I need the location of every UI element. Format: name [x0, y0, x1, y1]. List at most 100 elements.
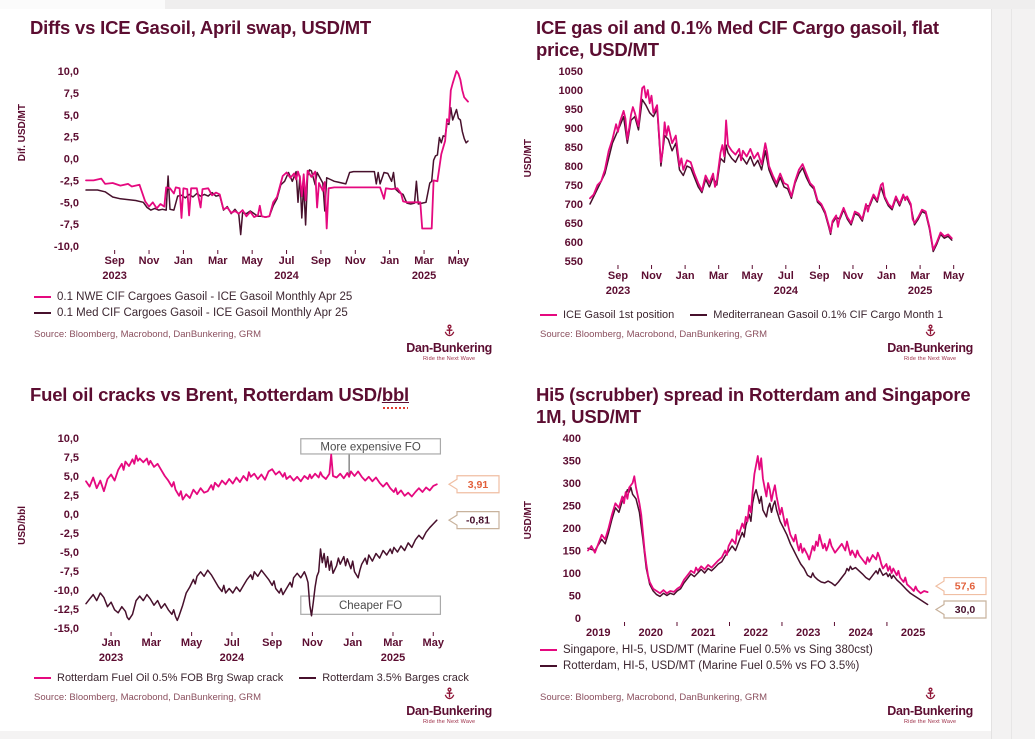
series-line-pink [85, 70, 469, 230]
anchor-icon [444, 324, 454, 337]
y-tick-label: 10,0 [58, 433, 79, 445]
x-year-label: 2023 [102, 270, 126, 282]
legend-line-swatch-dark [34, 312, 51, 314]
x-tick-label: 2021 [691, 627, 715, 639]
x-year-label: 2023 [606, 285, 630, 297]
legend-label: Rotterdam Fuel Oil 0.5% FOB Brg Swap cra… [57, 672, 284, 684]
value-callout [447, 475, 500, 494]
dan-bunkering-logo: Dan-Bunkering Ride the Next Wave [887, 324, 973, 362]
dan-bunkering-logo: Dan-Bunkering Ride the Next Wave [406, 687, 492, 725]
source-text: Source: Bloomberg, Macrobond, DanBunkeri… [540, 329, 768, 340]
legend-item: Rotterdam 3.5% Barges crack [299, 672, 469, 684]
x-tick-label: Jan [380, 255, 399, 267]
x-tick-label: Jul [778, 270, 794, 282]
y-tick-label: 850 [565, 142, 583, 154]
value-callout-label: 30,0 [955, 604, 976, 616]
legend-item: Singapore, HI-5, USD/MT (Marine Fuel 0.5… [540, 644, 873, 656]
x-tick-label: Mar [208, 255, 228, 267]
x-year-label: 2024 [274, 270, 299, 282]
value-callout [447, 511, 500, 530]
logo-name: Dan-Bunkering [406, 704, 492, 718]
legend-line-swatch-dark [540, 665, 557, 667]
x-tick-label: Sep [105, 255, 125, 267]
y-tick-label: 100 [563, 568, 581, 580]
y-tick-label: -5,0 [60, 547, 79, 559]
x-tick-label: Jul [224, 637, 240, 649]
x-tick-label: May [943, 270, 965, 282]
series-line-pink [85, 453, 438, 501]
y-tick-label: 10,0 [58, 66, 79, 78]
x-tick-label: Nov [139, 255, 161, 267]
x-tick-label: May [742, 270, 764, 282]
y-tick-label: -5,0 [60, 197, 79, 209]
logo-tagline: Ride the Next Wave [903, 718, 957, 725]
source-text: Source: Bloomberg, Macrobond, DanBunkeri… [34, 692, 262, 703]
y-tick-label: -15,0 [54, 623, 79, 635]
y-tick-label: 2,5 [64, 490, 79, 502]
x-tick-label: May [448, 255, 470, 267]
x-tick-label: Jan [877, 270, 896, 282]
logo-name: Dan-Bunkering [887, 341, 973, 355]
x-tick-label: Jan [343, 637, 362, 649]
logo-tagline: Ride the Next Wave [422, 718, 476, 725]
y-tick-label: 300 [563, 478, 581, 490]
x-tick-label: Mar [709, 270, 729, 282]
legend-line-swatch-pink [540, 314, 557, 316]
legend-item: Mediterranean Gasoil 0.1% CIF Cargo Mont… [690, 309, 943, 321]
x-tick-label: 2023 [796, 627, 820, 639]
y-tick-label: 700 [565, 199, 583, 211]
x-tick-label: Mar [414, 255, 434, 267]
y-tick-label: 600 [565, 237, 583, 249]
x-year-label: 2025 [908, 285, 932, 297]
y-tick-label: -7,5 [60, 566, 79, 578]
anchor-icon [925, 687, 935, 700]
chart-legend: Rotterdam Fuel Oil 0.5% FOB Brg Swap cra… [34, 672, 469, 684]
plot-area: 400 350 300 250 200 150 100 50 0 2019 2020 2021 2022… [563, 433, 987, 639]
chart-title: Hi5 (scrubber) spread in Rotterdam and S… [536, 384, 971, 427]
y-tick-label: -2,5 [60, 175, 79, 187]
y-tick-label: 150 [563, 546, 581, 558]
x-tick-label: Sep [311, 255, 331, 267]
logo-name: Dan-Bunkering [887, 704, 973, 718]
page-top-strip-light [0, 0, 165, 9]
chart-title: ICE gas oil and 0.1% Med CIF Cargo gasoi… [536, 17, 939, 60]
chart-title: Fuel oil cracks vs Brent, Rotterdam USD/… [30, 384, 409, 405]
chart-panel-fuel-oil-cracks: Fuel oil cracks vs Brent, Rotterdam USD/… [10, 376, 510, 731]
legend-label: Rotterdam, HI-5, USD/MT (Marine Fuel 0.5… [563, 660, 860, 672]
legend-line-swatch-dark [299, 677, 317, 679]
logo-tagline: Ride the Next Wave [903, 355, 957, 362]
legend-label: ICE Gasoil 1st position [563, 309, 675, 321]
x-tick-label: May [241, 255, 263, 267]
x-tick-label: Mar [910, 270, 930, 282]
series-line-dark [589, 98, 953, 253]
legend-item: 0.1 Med CIF Cargoes Gasoil - ICE Gasoil … [34, 307, 352, 319]
y-tick-label: -2,5 [60, 528, 79, 540]
y-tick-label: 0,0 [64, 154, 79, 166]
y-tick-label: 650 [565, 218, 583, 230]
x-tick-label: Nov [302, 637, 324, 649]
legend-label: Mediterranean Gasoil 0.1% CIF Cargo Mont… [713, 309, 944, 321]
dan-bunkering-logo: Dan-Bunkering Ride the Next Wave [406, 324, 492, 362]
x-tick-label: 2020 [639, 627, 663, 639]
series-line-dark [85, 519, 438, 622]
y-tick-label: -12,5 [54, 604, 79, 616]
y-tick-label: 400 [563, 433, 581, 445]
chart-title: Diffs vs ICE Gasoil, April swap, USD/MT [30, 17, 372, 38]
legend-label: Singapore, HI-5, USD/MT (Marine Fuel 0.5… [563, 644, 873, 656]
chart-legend: ICE Gasoil 1st position Mediterranean Ga… [540, 309, 943, 321]
y-tick-label: 5,0 [64, 110, 79, 122]
annotation-box [300, 438, 442, 455]
annotation-label: Cheaper FO [339, 600, 402, 612]
chart-legend: 0.1 NWE CIF Cargoes Gasoil - ICE Gasoil … [34, 291, 352, 323]
x-tick-label: Sep [262, 637, 282, 649]
x-tick-label: 2022 [743, 627, 767, 639]
y-tick-label: 350 [563, 456, 581, 468]
value-callout [934, 600, 987, 619]
y-tick-label: -10,0 [54, 241, 79, 253]
series-line-pink [589, 85, 953, 251]
value-callout-label: -0,81 [466, 515, 490, 527]
legend-item: ICE Gasoil 1st position [540, 309, 674, 321]
y-tick-label: 7,5 [64, 88, 79, 100]
x-tick-label: Jan [102, 637, 121, 649]
y-tick-label: 950 [565, 104, 583, 116]
